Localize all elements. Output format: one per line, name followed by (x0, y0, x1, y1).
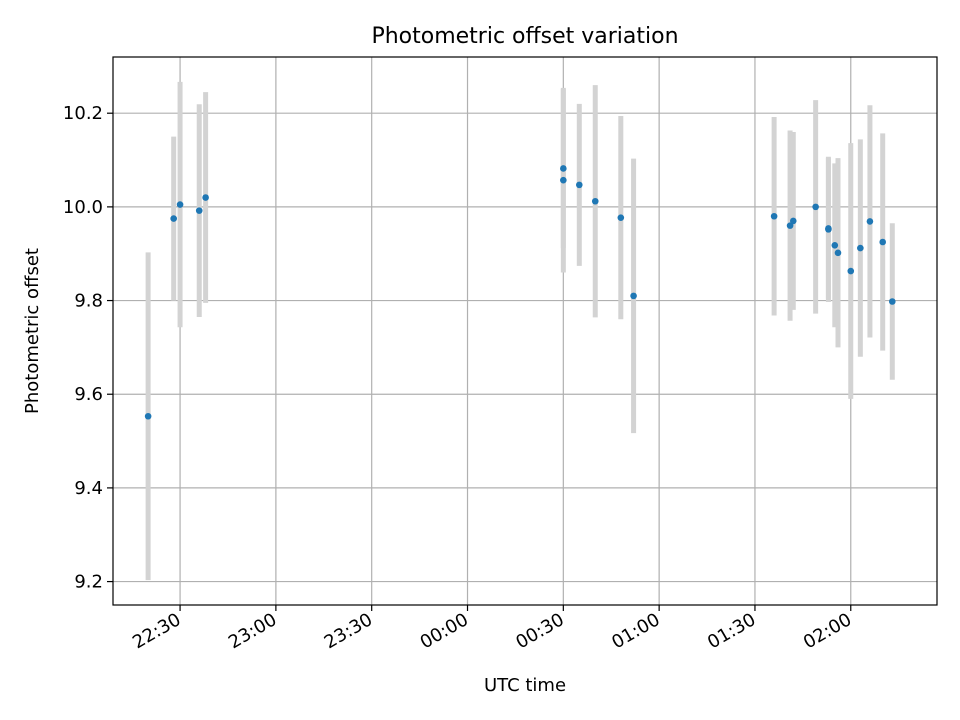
y-tick-label: 9.8 (74, 291, 103, 312)
data-points (144, 165, 896, 420)
data-point (857, 244, 864, 252)
data-point (195, 207, 203, 214)
data-point (144, 412, 152, 420)
data-point (202, 194, 209, 201)
y-tick-label: 9.4 (74, 478, 103, 499)
data-point (176, 201, 184, 208)
data-point (617, 214, 625, 221)
data-point (170, 215, 177, 222)
data-point (888, 298, 896, 305)
y-tick-label: 10.0 (63, 197, 103, 218)
data-point (630, 292, 637, 300)
x-axis-label: UTC time (484, 675, 566, 696)
chart-title: Photometric offset variation (371, 24, 678, 49)
data-point (834, 249, 842, 257)
data-point (831, 241, 839, 249)
data-point (825, 225, 832, 232)
data-point (591, 197, 599, 205)
y-tick-label: 10.2 (63, 103, 103, 124)
data-point (847, 267, 855, 275)
y-tick-label: 9.6 (74, 384, 103, 405)
data-point (560, 176, 567, 184)
data-point (786, 222, 794, 229)
data-point (866, 218, 874, 225)
plot-frame (112, 56, 938, 606)
data-point (789, 217, 797, 225)
data-point (560, 165, 567, 172)
y-axis: 9.2 9.4 9.6 9.8 10.0 10.2 (63, 103, 113, 593)
data-point (575, 181, 583, 189)
data-point (770, 212, 778, 220)
data-point (879, 238, 887, 246)
y-axis-label: Photometric offset (22, 248, 43, 414)
y-tick-label: 9.2 (74, 572, 103, 593)
data-point (812, 203, 819, 211)
